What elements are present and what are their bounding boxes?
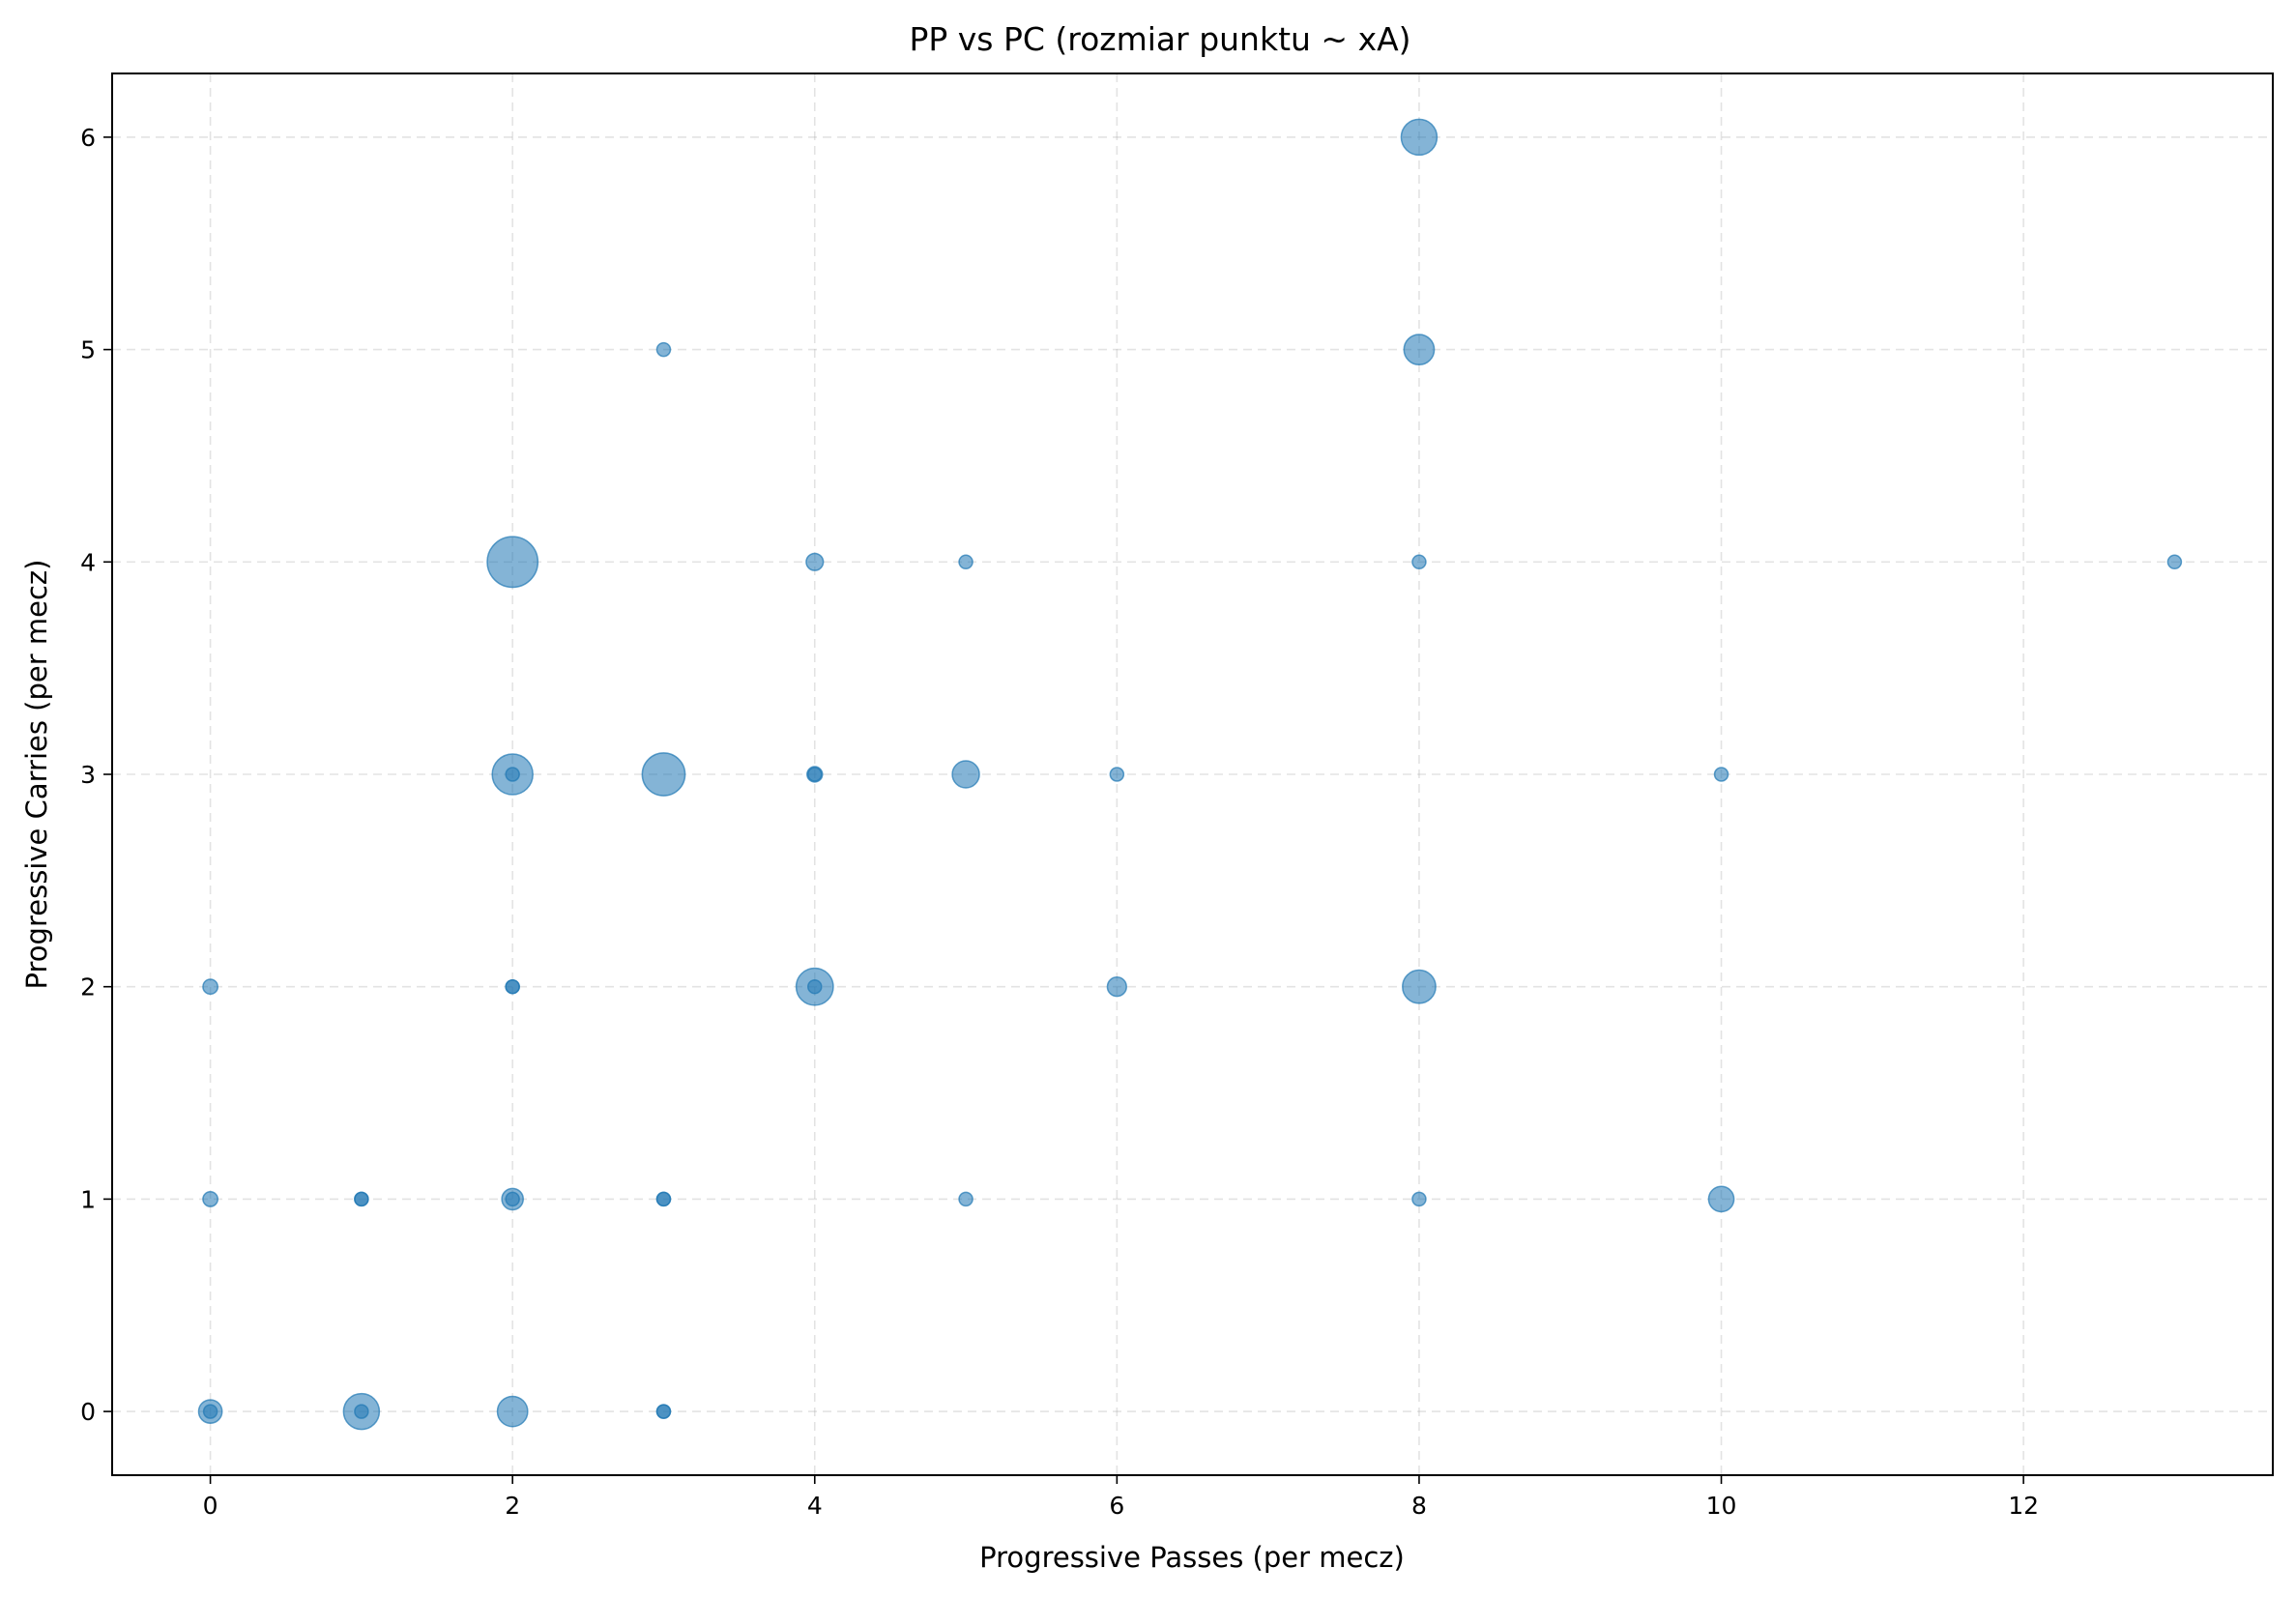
y-axis-ticks: 0 1 2 3 4 5 6 <box>80 124 112 1426</box>
data-point <box>1707 1185 1735 1213</box>
data-point <box>354 1191 369 1207</box>
y-tick-label: 6 <box>80 124 96 152</box>
x-tick-label: 8 <box>1411 1492 1427 1520</box>
x-tick-label: 0 <box>203 1492 218 1520</box>
data-point <box>2166 554 2183 570</box>
data-point <box>496 1395 529 1428</box>
data-point <box>1411 554 1427 570</box>
y-tick-label: 2 <box>80 973 96 1002</box>
data-point <box>202 1190 219 1207</box>
data-point <box>1109 767 1125 782</box>
data-point <box>655 1404 672 1419</box>
x-tick-label: 4 <box>807 1492 823 1520</box>
data-point <box>1106 976 1128 998</box>
y-tick-label: 1 <box>80 1185 96 1213</box>
y-tick-label: 0 <box>80 1398 96 1426</box>
data-point <box>1403 334 1436 366</box>
grid <box>112 73 2273 1475</box>
x-tick-label: 6 <box>1109 1492 1124 1520</box>
data-point <box>505 1191 520 1207</box>
data-point <box>807 767 823 782</box>
data-point <box>505 767 520 782</box>
data-point <box>958 1191 974 1207</box>
data-point <box>1713 767 1729 782</box>
x-axis-label: Progressive Passes (per mecz) <box>979 1541 1405 1574</box>
chart-title: PP vs PC (rozmiar punktu ~ xA) <box>909 20 1410 58</box>
y-tick-label: 5 <box>80 336 96 364</box>
data-point <box>486 536 539 589</box>
data-point <box>1411 1191 1427 1207</box>
data-point <box>655 341 672 358</box>
y-axis-label: Progressive Carries (per mecz) <box>20 560 53 990</box>
data-point <box>805 552 825 571</box>
data-point <box>505 978 520 995</box>
y-tick-label: 4 <box>80 548 96 576</box>
x-axis-ticks: 0 2 4 6 8 10 12 <box>203 1475 2039 1520</box>
data-point <box>655 1191 672 1207</box>
data-point <box>958 554 974 570</box>
data-point <box>202 978 219 996</box>
data-point <box>807 978 823 995</box>
data-point <box>1400 118 1439 157</box>
data-point <box>951 760 980 789</box>
data-point <box>354 1404 369 1419</box>
data-point <box>641 752 686 797</box>
data-point <box>202 1404 218 1419</box>
x-tick-label: 2 <box>505 1492 520 1520</box>
data-point <box>1402 969 1437 1004</box>
x-tick-label: 12 <box>2008 1492 2039 1520</box>
x-tick-label: 10 <box>1706 1492 1737 1520</box>
data-points <box>197 118 2183 1431</box>
y-tick-label: 3 <box>80 761 96 789</box>
